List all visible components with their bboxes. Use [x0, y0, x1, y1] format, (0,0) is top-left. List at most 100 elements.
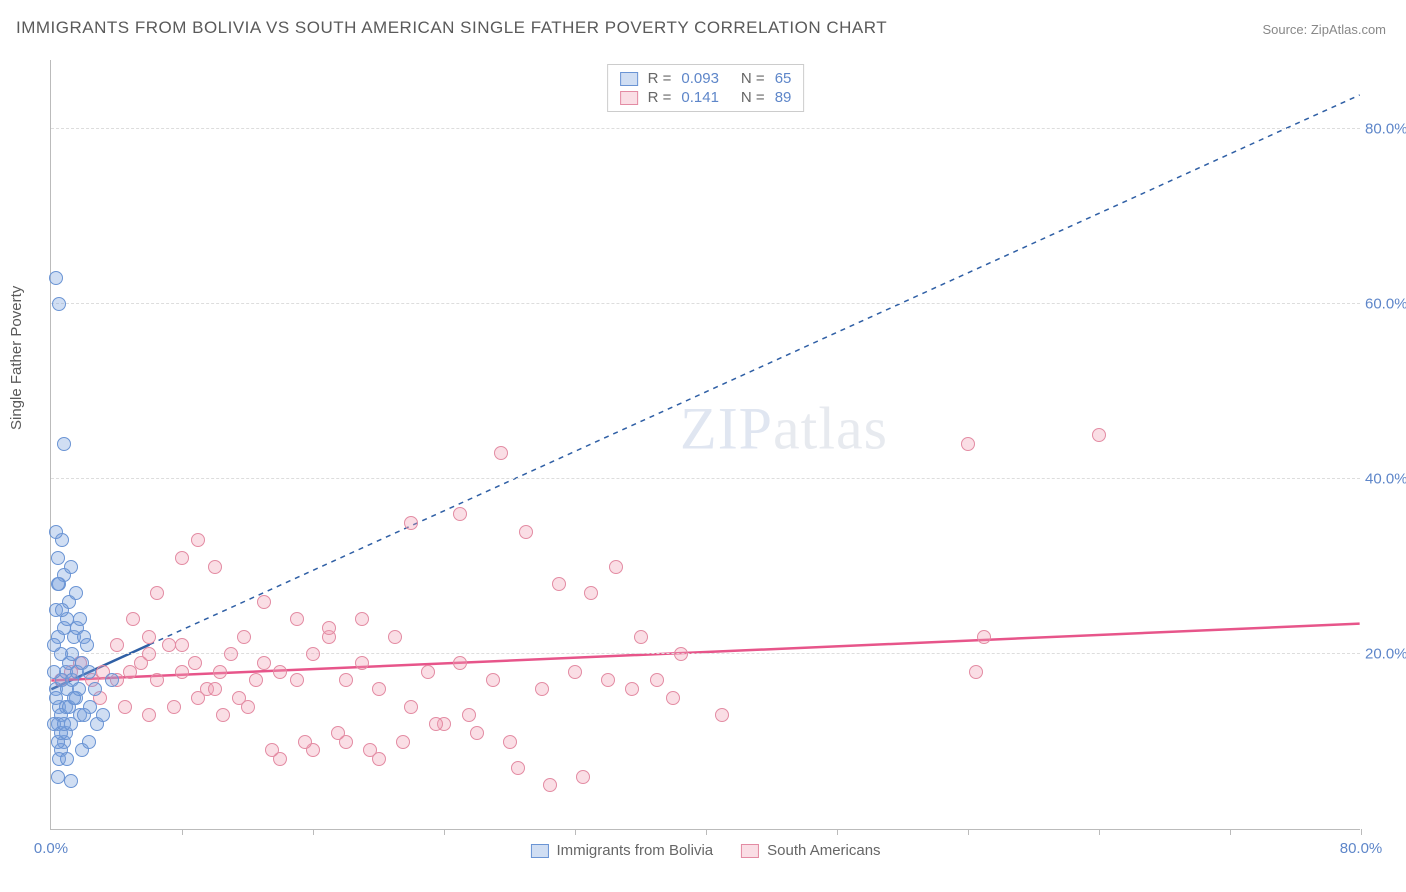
legend-item: Immigrants from Bolivia	[530, 842, 713, 859]
data-point	[429, 717, 443, 731]
data-point	[363, 743, 377, 757]
data-point	[462, 708, 476, 722]
data-point	[60, 752, 74, 766]
x-tick-mark	[1361, 829, 1362, 835]
data-point	[52, 700, 66, 714]
data-point	[72, 682, 86, 696]
data-point	[503, 735, 517, 749]
watermark-part-b: atlas	[773, 396, 888, 462]
data-point	[51, 735, 65, 749]
data-point	[62, 595, 76, 609]
data-point	[552, 577, 566, 591]
data-point	[241, 700, 255, 714]
data-point	[75, 743, 89, 757]
data-point	[396, 735, 410, 749]
data-point	[290, 673, 304, 687]
data-point	[224, 647, 238, 661]
data-point	[80, 638, 94, 652]
data-point	[96, 665, 110, 679]
data-point	[331, 726, 345, 740]
data-point	[625, 682, 639, 696]
data-point	[52, 577, 66, 591]
data-point	[118, 700, 132, 714]
data-point	[150, 586, 164, 600]
chart-title: IMMIGRANTS FROM BOLIVIA VS SOUTH AMERICA…	[16, 18, 887, 38]
data-point	[57, 568, 71, 582]
data-point	[306, 743, 320, 757]
data-point	[57, 621, 71, 635]
data-point	[322, 630, 336, 644]
data-point	[634, 630, 648, 644]
data-point	[54, 708, 68, 722]
data-point	[49, 271, 63, 285]
legend-n-label: N =	[741, 70, 765, 87]
data-point	[257, 656, 271, 670]
data-point	[65, 647, 79, 661]
data-point	[273, 665, 287, 679]
data-point	[150, 673, 164, 687]
data-point	[162, 638, 176, 652]
data-point	[70, 621, 84, 635]
data-point	[49, 603, 63, 617]
data-point	[52, 297, 66, 311]
legend-r-value: 0.093	[681, 70, 719, 87]
data-point	[421, 665, 435, 679]
data-point	[322, 621, 336, 635]
data-point	[339, 735, 353, 749]
data-point	[576, 770, 590, 784]
data-point	[339, 673, 353, 687]
data-point	[715, 708, 729, 722]
data-point	[85, 673, 99, 687]
legend-swatch	[741, 844, 759, 858]
data-point	[584, 586, 598, 600]
data-point	[54, 673, 68, 687]
data-point	[51, 551, 65, 565]
legend-r-value: 0.141	[681, 89, 719, 106]
data-point	[69, 586, 83, 600]
x-tick-mark	[444, 829, 445, 835]
data-point	[543, 778, 557, 792]
data-point	[666, 691, 680, 705]
data-point	[51, 630, 65, 644]
y-tick-label: 20.0%	[1365, 646, 1406, 663]
data-point	[55, 673, 69, 687]
data-point	[73, 612, 87, 626]
source-label: Source: ZipAtlas.com	[1262, 22, 1386, 37]
data-point	[65, 673, 79, 687]
data-point	[494, 446, 508, 460]
data-point	[167, 700, 181, 714]
data-point	[142, 630, 156, 644]
data-point	[486, 673, 500, 687]
data-point	[96, 708, 110, 722]
x-tick-mark	[575, 829, 576, 835]
data-point	[93, 691, 107, 705]
data-point	[237, 630, 251, 644]
data-point	[249, 673, 263, 687]
legend-row: R =0.093N =65	[620, 69, 792, 88]
data-point	[47, 665, 61, 679]
legend-swatch	[620, 91, 638, 105]
data-point	[175, 551, 189, 565]
legend-r-label: R =	[648, 89, 672, 106]
data-point	[55, 603, 69, 617]
plot-area: ZIPatlas R =0.093N =65R =0.141N =89 Immi…	[50, 60, 1360, 830]
data-point	[55, 533, 69, 547]
data-point	[49, 525, 63, 539]
gridline	[51, 303, 1360, 304]
gridline	[51, 653, 1360, 654]
data-point	[372, 682, 386, 696]
data-point	[535, 682, 549, 696]
data-point	[191, 691, 205, 705]
data-point	[1092, 428, 1106, 442]
data-point	[388, 630, 402, 644]
legend-swatch	[620, 72, 638, 86]
data-point	[355, 656, 369, 670]
data-point	[67, 630, 81, 644]
data-point	[126, 612, 140, 626]
data-point	[110, 673, 124, 687]
legend-n-value: 65	[775, 70, 792, 87]
data-point	[82, 735, 96, 749]
data-point	[191, 533, 205, 547]
data-point	[77, 630, 91, 644]
x-tick-mark	[837, 829, 838, 835]
